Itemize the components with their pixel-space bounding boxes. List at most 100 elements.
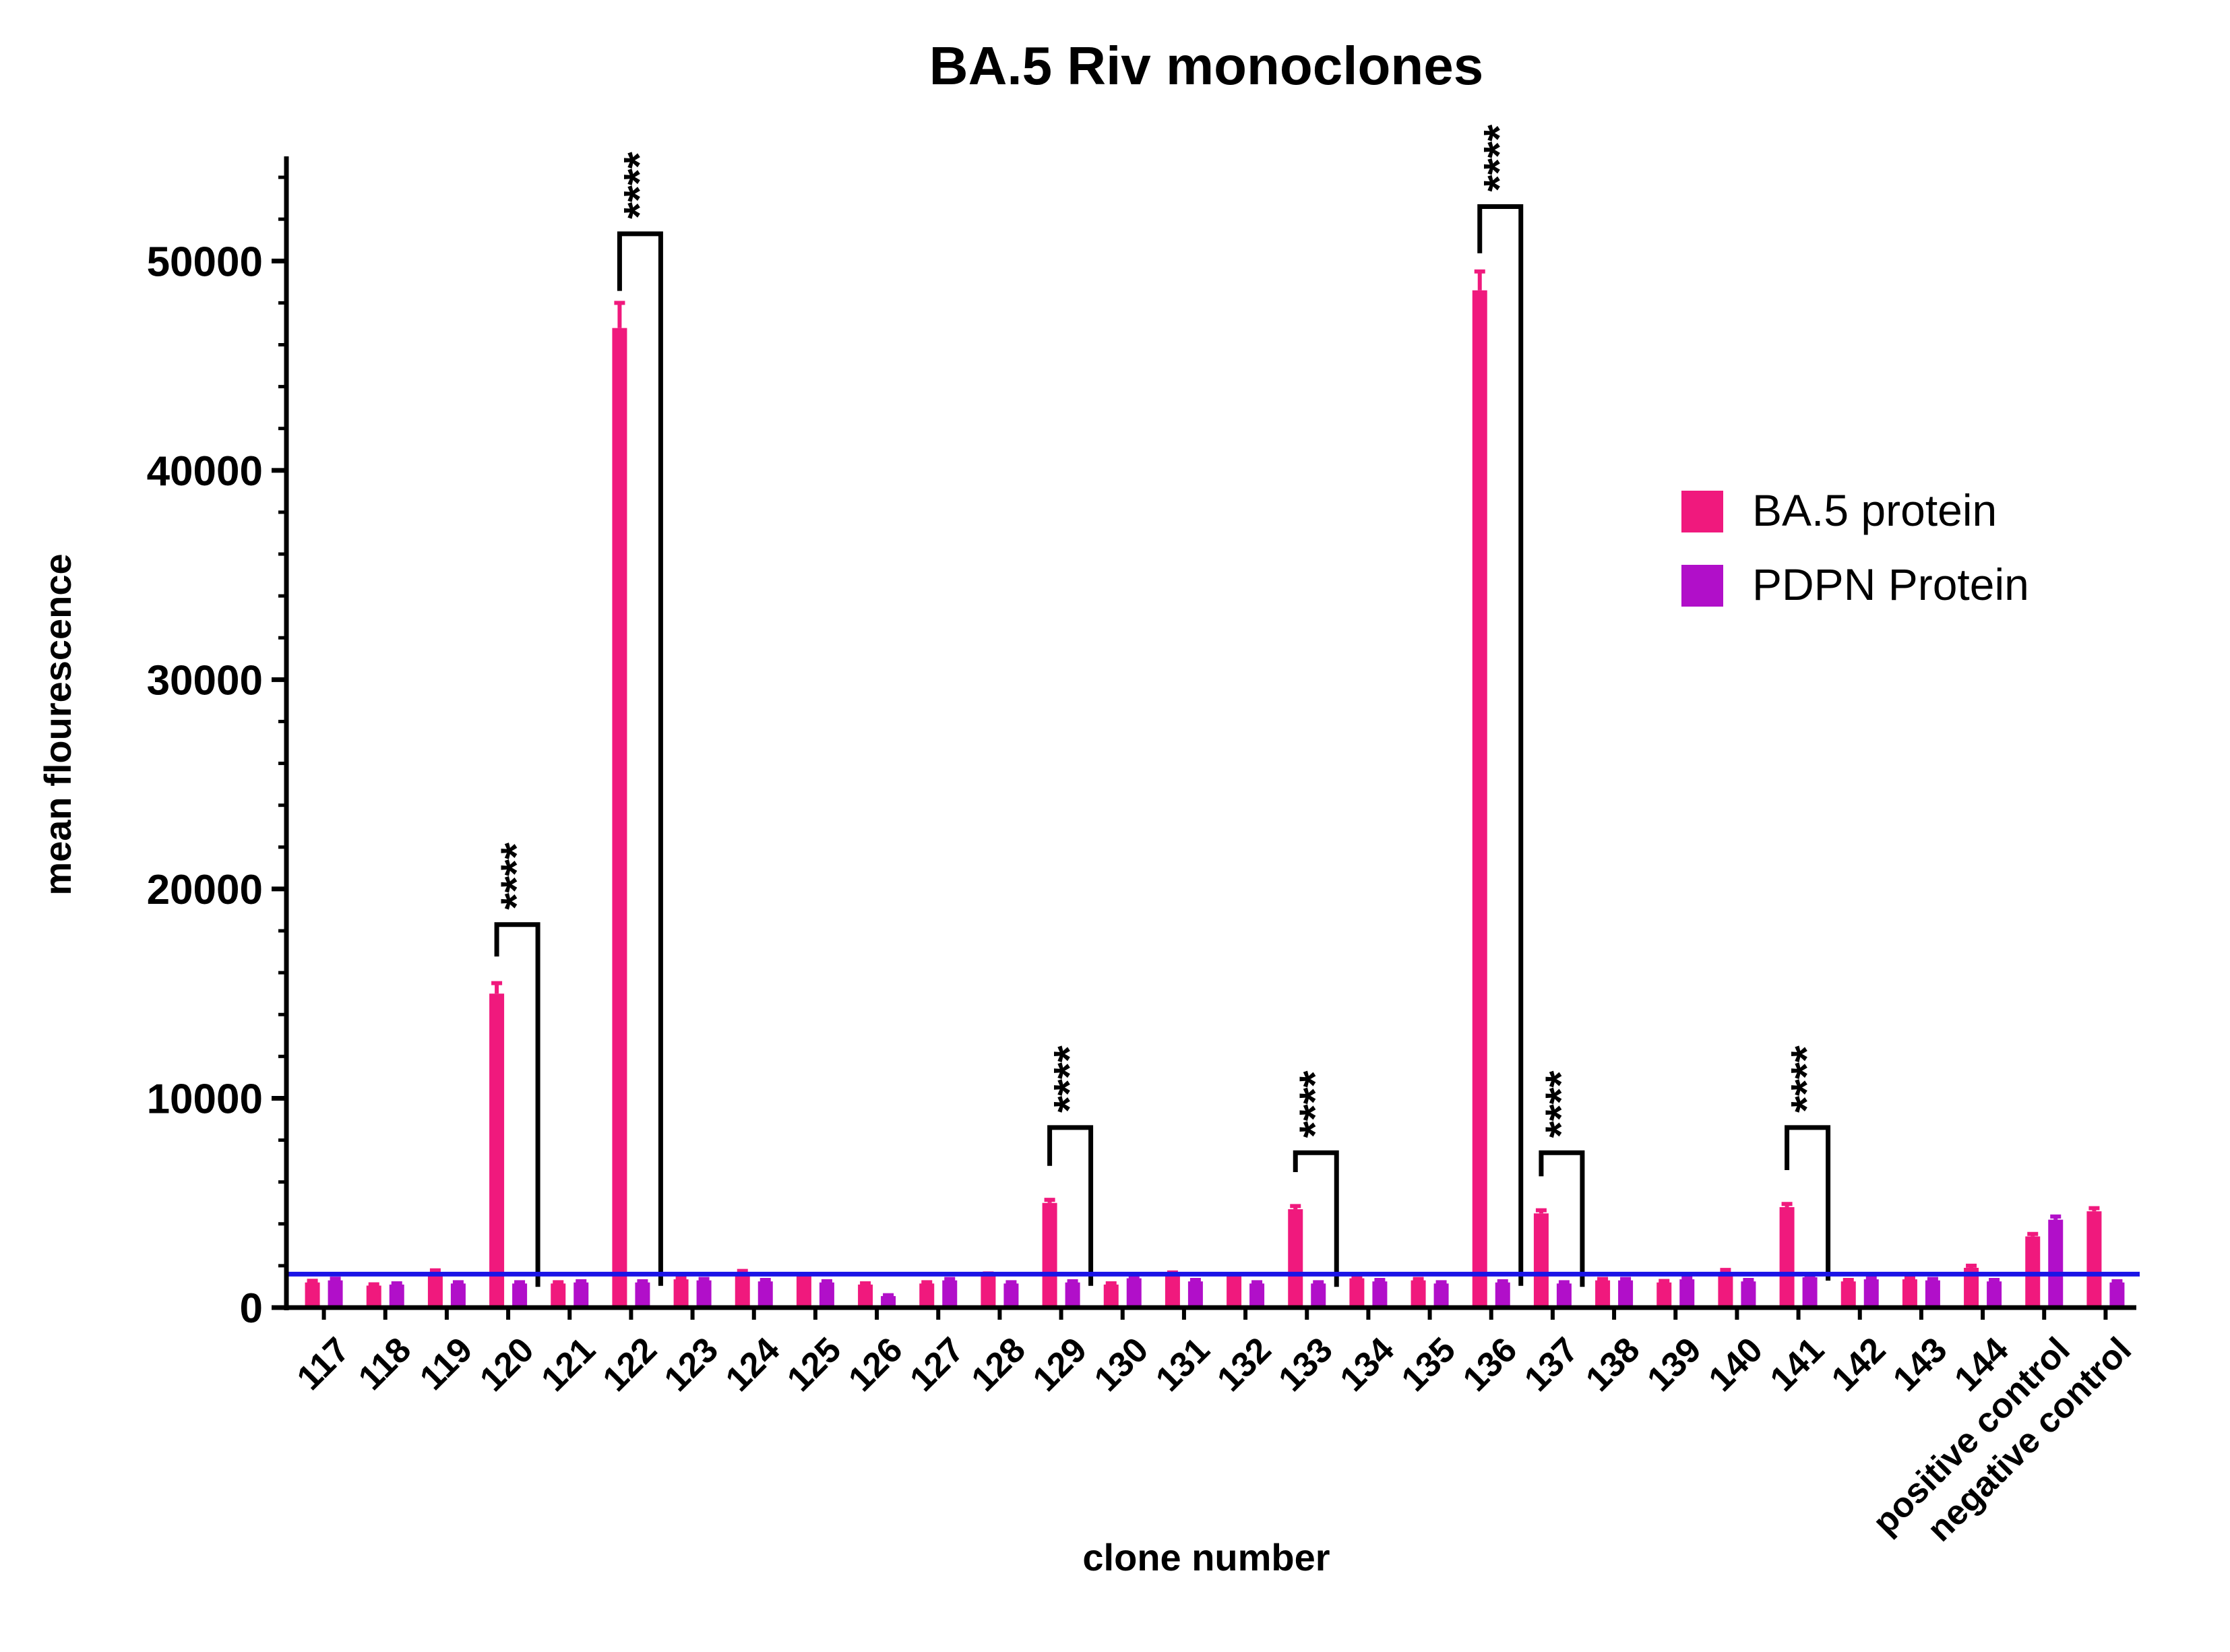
x-tick-label: 118 (351, 1330, 419, 1397)
bar-pdpn-12 (1065, 1282, 1080, 1308)
significance-label: **** (615, 152, 663, 219)
bar-ba5-19 (1472, 290, 1487, 1308)
bar-ba5-4 (551, 1283, 566, 1308)
x-tick-label: 126 (841, 1330, 910, 1399)
x-tick-label: 138 (1578, 1330, 1647, 1399)
y-tick-label: 40000 (147, 448, 263, 495)
significance-bracket (617, 231, 663, 1286)
x-tick-label: 120 (472, 1330, 541, 1399)
bar-ba5-20 (1533, 1213, 1549, 1308)
bar-ba5-0 (305, 1282, 320, 1308)
x-tick-label: 136 (1456, 1330, 1524, 1399)
x-tick-label: 131 (1148, 1330, 1217, 1399)
x-axis-label: clone number (1082, 1536, 1330, 1579)
bar-ba5-2 (427, 1272, 443, 1308)
bar-pdpn-23 (1741, 1281, 1756, 1308)
legend: BA.5 protein PDPN Protein (1681, 485, 2029, 609)
bar-ba5-15 (1227, 1276, 1242, 1308)
bar-ba5-13 (1103, 1284, 1119, 1308)
bar-ba5-26 (1902, 1279, 1917, 1308)
legend-swatch (1681, 491, 1723, 532)
x-tick-label: 134 (1333, 1330, 1402, 1399)
bar-pdpn-10 (942, 1280, 958, 1308)
x-tick-label: 117 (290, 1330, 357, 1397)
bar-pdpn-24 (1802, 1277, 1818, 1308)
x-tick-label: 122 (596, 1330, 664, 1399)
bar-ba5-1 (366, 1285, 381, 1308)
significance-label: **** (1782, 1045, 1830, 1113)
bar-ba5-8 (796, 1276, 811, 1308)
significance-label: **** (1291, 1070, 1339, 1138)
bar-pdpn-20 (1556, 1283, 1572, 1308)
bar-ba5-18 (1411, 1280, 1426, 1308)
x-tick-label: 123 (657, 1330, 726, 1399)
significance-label: **** (1045, 1045, 1093, 1113)
y-tick-label: 50000 (147, 239, 263, 285)
bar-pdpn-27 (1987, 1281, 2002, 1308)
bar-pdpn-0 (328, 1280, 343, 1308)
bar-pdpn-4 (574, 1282, 589, 1308)
x-tick-label: 142 (1824, 1330, 1893, 1399)
plot-area: **** **** **** **** **** **** **** 0 10000 20000 3… (147, 125, 2140, 1550)
bar-pdpn-3 (512, 1283, 528, 1308)
legend-swatch (1681, 565, 1723, 607)
bar-ba5-9 (858, 1284, 873, 1308)
significance-bracket (1047, 1125, 1094, 1286)
bar-pdpn-2 (450, 1283, 466, 1308)
x-tick-label: 130 (1087, 1330, 1156, 1399)
bar-pdpn-21 (1618, 1280, 1634, 1308)
bar-pdpn-18 (1433, 1283, 1449, 1308)
bar-pdpn-6 (696, 1280, 712, 1308)
bar-pdpn-11 (1003, 1283, 1019, 1308)
bar-ba5-10 (919, 1283, 935, 1308)
bar-ba5-3 (489, 993, 505, 1308)
significance-label: **** (492, 843, 540, 910)
x-tick-label: 140 (1702, 1330, 1770, 1399)
y-tick-label: 30000 (147, 657, 263, 704)
bar-pdpn-15 (1249, 1283, 1265, 1308)
bar-ba5-16 (1288, 1209, 1303, 1308)
bar-ba5-7 (735, 1273, 750, 1308)
significance-bracket (494, 922, 540, 1287)
bar-pdpn-9 (881, 1295, 896, 1308)
x-tick-label: 129 (1026, 1330, 1094, 1399)
bar-pdpn-1 (389, 1284, 404, 1308)
bar-ba5-27 (1964, 1267, 1979, 1308)
x-tick-label: 143 (1886, 1330, 1954, 1399)
x-tick-label: 141 (1763, 1330, 1832, 1399)
x-tick-label: 139 (1640, 1330, 1708, 1399)
y-tick-label: 0 (240, 1285, 263, 1332)
x-tick-label: 135 (1394, 1330, 1463, 1399)
bar-ba5-6 (673, 1279, 689, 1308)
y-axis-label: mean flourescence (36, 553, 79, 895)
bar-pdpn-14 (1187, 1281, 1203, 1308)
bar-ba5-5 (612, 328, 627, 1308)
legend-label: PDPN Protein (1752, 559, 2029, 609)
x-tick-label: 137 (1517, 1330, 1586, 1399)
significance-bracket (1785, 1125, 1831, 1281)
significance-bracket (1293, 1150, 1339, 1287)
bar-pdpn-29 (2109, 1282, 2125, 1308)
bar-pdpn-5 (635, 1282, 650, 1308)
x-tick-label: 127 (902, 1330, 971, 1399)
bar-pdpn-26 (1925, 1280, 1940, 1308)
x-tick-label: 121 (534, 1330, 602, 1399)
bar-pdpn-8 (819, 1282, 834, 1308)
bar-ba5-23 (1718, 1272, 1733, 1308)
bar-ba5-17 (1349, 1278, 1365, 1308)
x-tick-label: 125 (780, 1330, 848, 1399)
legend-label: BA.5 protein (1752, 485, 1997, 535)
bar-ba5-22 (1656, 1282, 1672, 1308)
significance-label: **** (1475, 125, 1523, 192)
x-tick-label: 124 (718, 1330, 787, 1399)
bar-ba5-14 (1165, 1274, 1180, 1308)
bar-pdpn-16 (1311, 1283, 1326, 1308)
y-tick-label: 20000 (147, 867, 263, 913)
bar-ba5-24 (1779, 1206, 1795, 1308)
bar-ba5-29 (2086, 1211, 2102, 1308)
significance-bracket (1539, 1150, 1585, 1287)
chart-title: BA.5 Riv monoclones (929, 36, 1483, 96)
significance-label: **** (1536, 1070, 1584, 1138)
bar-pdpn-7 (757, 1281, 773, 1308)
